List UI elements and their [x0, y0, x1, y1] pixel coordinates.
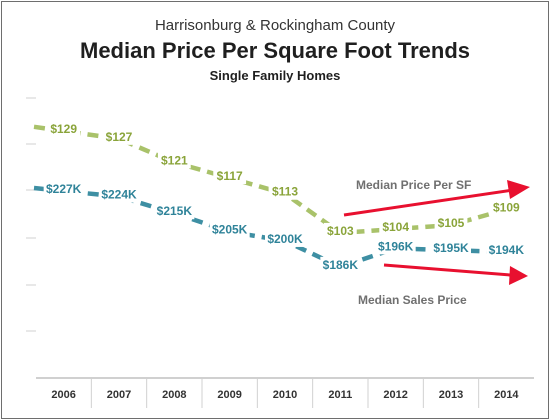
data-label: $205K: [212, 223, 248, 237]
x-axis-gridlines: [90, 378, 480, 408]
data-label: $129: [50, 122, 77, 136]
data-label: $104: [382, 220, 409, 234]
data-label-background: [431, 240, 471, 257]
data-label: $113: [272, 185, 298, 199]
chart-suptitle: Harrisonburg & Rockingham County: [155, 17, 396, 34]
data-label-background: [265, 230, 305, 247]
data-label-background: [157, 152, 191, 169]
data-label-background: [379, 219, 413, 235]
data-label: $227K: [46, 182, 82, 196]
data-labels: $129 $127 $121 $117 $113 $103 $104 $105 $109 $227…: [43, 121, 527, 273]
data-label: $224K: [101, 188, 137, 202]
x-tick-label: 2013: [439, 389, 463, 401]
data-label-background: [320, 256, 361, 273]
arrow-sales-price: [383, 263, 511, 277]
data-label-background: [102, 128, 136, 145]
data-label-background: [99, 186, 139, 203]
x-tick-label: 2007: [107, 389, 131, 401]
data-label-background: [47, 121, 81, 137]
data-label-background: [434, 215, 468, 232]
x-tick-label: 2011: [328, 389, 352, 401]
x-tick-label: 2006: [51, 389, 75, 401]
x-tick-label: 2010: [273, 389, 297, 401]
data-label: $196K: [378, 239, 414, 253]
annotations: Median Price Per SF Median Sales Price: [343, 178, 530, 307]
x-tick-label: 2008: [162, 389, 186, 401]
data-label-background: [268, 183, 302, 200]
data-label: $195K: [433, 241, 469, 255]
data-label-background: [323, 222, 357, 239]
data-label: $105: [438, 216, 465, 230]
annotation-sales-price: Median Sales Price: [358, 293, 467, 307]
data-label-background: [209, 221, 250, 238]
chart-subtitle: Single Family Homes: [210, 68, 341, 83]
data-label: $186K: [323, 258, 359, 272]
y-axis-ticks: [26, 97, 36, 332]
data-label: $194K: [489, 243, 525, 257]
data-label-background: [375, 238, 416, 255]
series-line-sales-price: [33, 185, 507, 270]
data-label: $109: [493, 200, 520, 214]
data-label-background: [213, 168, 247, 185]
data-label: $121: [161, 153, 188, 167]
data-label-background: [43, 181, 84, 197]
data-label: $103: [327, 224, 354, 238]
chart-title: Median Price Per Square Foot Trends: [80, 38, 470, 63]
data-label-background: [486, 242, 527, 259]
arrow-sales-price-head: [509, 266, 528, 285]
series-lines: [33, 124, 507, 270]
series-line-price-per-sf: [33, 124, 507, 236]
data-label-background: [154, 203, 195, 220]
x-tick-label: 2012: [383, 389, 407, 401]
arrow-price-per-sf-head: [507, 180, 530, 199]
x-axis-tick-labels: 2006 2007 2008 2009 2010 2011 2012 2013 2014: [51, 389, 519, 401]
data-label: $117: [217, 169, 243, 183]
data-label: $215K: [157, 204, 193, 218]
annotation-price-per-sf: Median Price Per SF: [356, 178, 471, 192]
x-tick-label: 2014: [494, 389, 519, 401]
arrow-price-per-sf: [343, 188, 514, 217]
x-tick-label: 2009: [217, 389, 241, 401]
data-label-background: [489, 199, 523, 216]
data-label: $127: [106, 130, 133, 144]
data-label: $200K: [267, 232, 303, 246]
